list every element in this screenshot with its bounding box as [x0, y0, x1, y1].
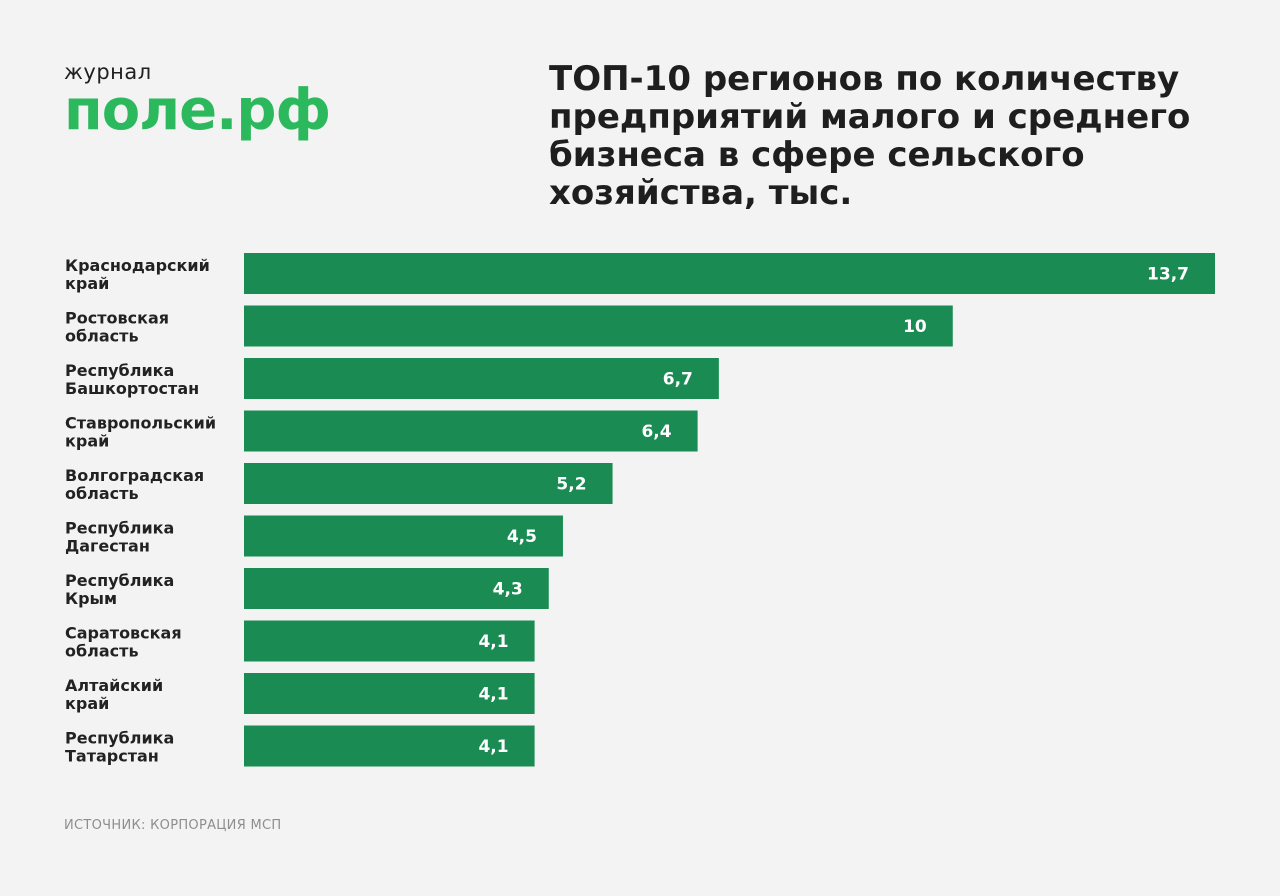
bar [244, 673, 535, 714]
bar [244, 620, 535, 662]
data-label: 6,4 [641, 422, 671, 442]
data-label: 4,1 [478, 685, 508, 705]
bar [244, 305, 953, 347]
category-label: Республика [65, 519, 174, 538]
bar [244, 568, 549, 609]
bar [244, 410, 698, 452]
data-label: 4,3 [493, 580, 523, 600]
category-label: Крым [65, 589, 117, 608]
category-label: край [65, 274, 109, 293]
logo: журнал поле.рф [64, 60, 331, 143]
category-label: Республика [65, 571, 174, 590]
data-label: 6,7 [663, 370, 693, 390]
category-label: Дагестан [65, 537, 150, 556]
bar [244, 463, 613, 504]
category-label: область [65, 327, 139, 346]
bar [244, 358, 719, 399]
category-label: Алтайский [65, 676, 163, 695]
source-note: ИСТОЧНИК: КОРПОРАЦИЯ МСП [64, 818, 282, 833]
category-label: край [65, 694, 109, 713]
category-label: Ростовская [65, 309, 169, 328]
data-label: 10 [903, 317, 927, 337]
data-label: 4,5 [507, 527, 537, 547]
category-label: Краснодарский [65, 256, 210, 275]
data-label: 4,1 [478, 737, 508, 757]
data-label: 13,7 [1147, 265, 1189, 285]
chart-title: ТОП-10 регионов по количеству предприяти… [549, 59, 1191, 213]
category-label: Ставропольский [65, 414, 216, 433]
bar [244, 253, 1215, 294]
data-label: 4,1 [478, 632, 508, 652]
category-label: край [65, 432, 109, 451]
category-label: Татарстан [65, 747, 159, 766]
category-label: Республика [65, 361, 174, 380]
bar [244, 515, 563, 557]
category-label: Республика [65, 729, 174, 748]
category-label: Саратовская [65, 624, 182, 643]
category-label: Волгоградская [65, 466, 204, 485]
category-label: Башкортостан [65, 379, 199, 398]
bar [244, 725, 535, 767]
category-label: область [65, 642, 139, 661]
logo-small-text: журнал [64, 60, 152, 84]
data-label: 5,2 [556, 475, 586, 495]
logo-brand-text: поле.рф [64, 78, 331, 143]
category-label: область [65, 484, 139, 503]
